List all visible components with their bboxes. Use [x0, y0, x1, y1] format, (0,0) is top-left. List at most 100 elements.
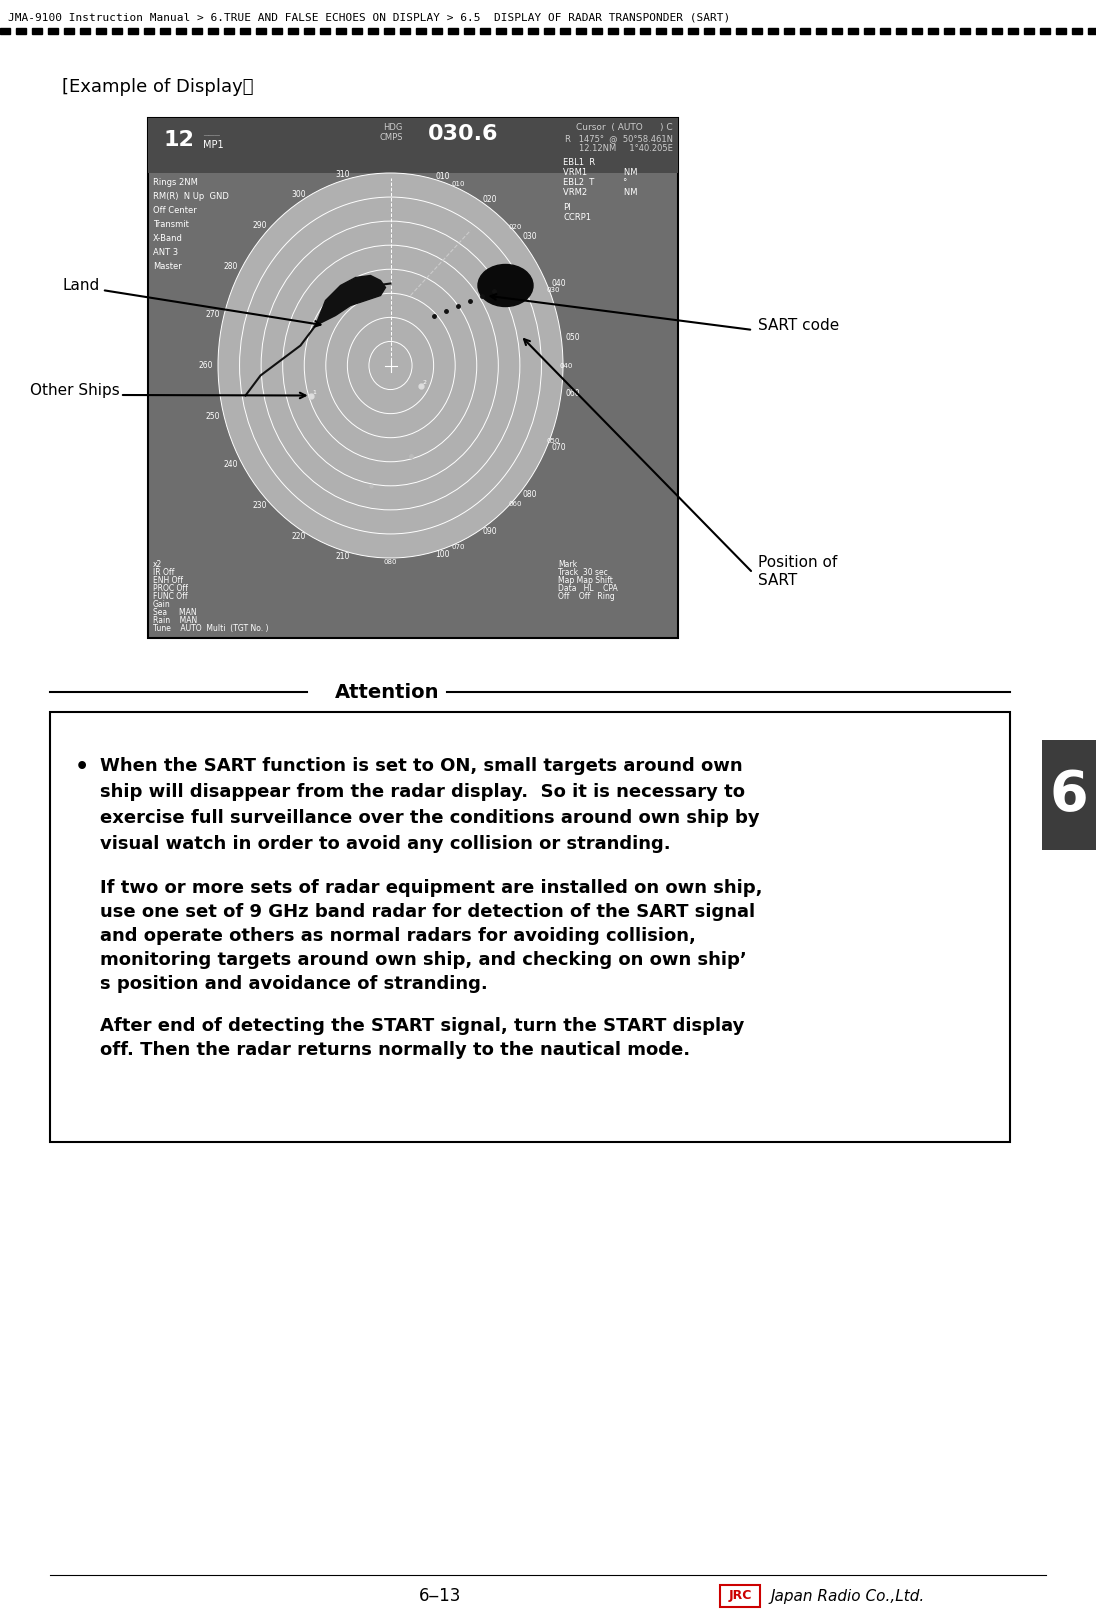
Bar [880, 28, 890, 34]
Text: When the SART function is set to ON, small targets around own: When the SART function is set to ON, sma… [100, 757, 743, 774]
Bar [576, 28, 586, 34]
Text: R   1475°  @  50°58.461N: R 1475° @ 50°58.461N [566, 134, 673, 143]
Bar [416, 28, 426, 34]
Bar [864, 28, 874, 34]
Bar [384, 28, 393, 34]
Text: off. Then the radar returns normally to the nautical mode.: off. Then the radar returns normally to … [100, 1042, 690, 1059]
Bar [144, 28, 155, 34]
Bar [928, 28, 938, 34]
Bar [784, 28, 794, 34]
Bar [1040, 28, 1050, 34]
Bar [48, 28, 58, 34]
Bar [400, 28, 410, 34]
Text: Other Ships: Other Ships [30, 382, 119, 397]
Text: 070: 070 [452, 544, 465, 549]
Text: 100: 100 [435, 551, 449, 559]
Bar [944, 28, 954, 34]
Text: Gain: Gain [153, 599, 171, 609]
Text: •: • [75, 757, 89, 778]
Bar [704, 28, 713, 34]
Text: PROC Off: PROC Off [153, 583, 187, 593]
Text: 010: 010 [452, 181, 465, 186]
Text: Data   HL    CPA: Data HL CPA [558, 583, 618, 593]
Bar [1024, 28, 1034, 34]
Bar [960, 28, 970, 34]
Bar [480, 28, 490, 34]
Bar [800, 28, 810, 34]
Text: CCRP1: CCRP1 [563, 212, 591, 222]
Bar [832, 28, 842, 34]
Bar [1008, 28, 1018, 34]
Bar [80, 28, 90, 34]
Bar [368, 28, 378, 34]
Bar [272, 28, 282, 34]
Bar [720, 1584, 760, 1607]
Text: 220: 220 [292, 531, 306, 541]
Text: Cursor  ( AUTO      ) C: Cursor ( AUTO ) C [576, 123, 673, 131]
Text: JRC: JRC [729, 1589, 752, 1602]
Text: 270: 270 [205, 309, 219, 319]
Text: monitoring targets around own ship, and checking on own ship’: monitoring targets around own ship, and … [100, 951, 746, 969]
Text: Off    Off   Ring: Off Off Ring [558, 591, 615, 601]
Bar [817, 28, 826, 34]
Bar [432, 28, 442, 34]
Text: After end of detecting the START signal, turn the START display: After end of detecting the START signal,… [100, 1017, 744, 1035]
Text: Rain    MAN: Rain MAN [153, 616, 197, 625]
Bar [352, 28, 362, 34]
Bar [256, 28, 266, 34]
Bar [657, 28, 666, 34]
Text: IR Off: IR Off [153, 569, 174, 577]
Text: RM(R)  N Up  GND: RM(R) N Up GND [153, 193, 229, 201]
Text: 050: 050 [566, 332, 581, 342]
Text: x2: x2 [153, 561, 162, 569]
Text: Position of: Position of [758, 556, 837, 570]
Bar [224, 28, 235, 34]
Ellipse shape [218, 173, 563, 557]
Text: JMA-9100 Instruction Manual > 6.TRUE AND FALSE ECHOES ON DISPLAY > 6.5  DISPLAY : JMA-9100 Instruction Manual > 6.TRUE AND… [8, 11, 730, 23]
Text: SART code: SART code [758, 318, 840, 332]
Text: 030: 030 [546, 287, 560, 293]
Bar [0, 28, 10, 34]
Bar [16, 28, 26, 34]
Text: Track  30 sec: Track 30 sec [558, 569, 608, 577]
Bar [672, 28, 682, 34]
Text: VRM2              NM: VRM2 NM [563, 188, 638, 198]
Text: Map Map Shift: Map Map Shift [558, 577, 613, 585]
Text: MP1: MP1 [203, 139, 224, 151]
Text: visual watch in order to avoid any collision or stranding.: visual watch in order to avoid any colli… [100, 834, 671, 854]
Text: 070: 070 [551, 442, 566, 452]
Text: If two or more sets of radar equipment are installed on own ship,: If two or more sets of radar equipment a… [100, 880, 763, 897]
Bar [192, 28, 202, 34]
Bar [688, 28, 698, 34]
Text: exercise full surveillance over the conditions around own ship by: exercise full surveillance over the cond… [100, 808, 760, 826]
Text: 290: 290 [253, 222, 267, 230]
Bar [128, 28, 138, 34]
Bar [32, 28, 42, 34]
Text: FUNC Off: FUNC Off [153, 591, 187, 601]
Text: s position and avoidance of stranding.: s position and avoidance of stranding. [100, 975, 488, 993]
Bar [544, 28, 553, 34]
Bar [640, 28, 650, 34]
Bar [560, 28, 570, 34]
Bar [160, 28, 170, 34]
Text: and operate others as normal radars for avoiding collision,: and operate others as normal radars for … [100, 927, 696, 944]
Text: X-Band: X-Band [153, 233, 183, 243]
Bar [336, 28, 346, 34]
Text: ship will disappear from the radar display.  So it is necessary to: ship will disappear from the radar displ… [100, 782, 745, 800]
Text: 080: 080 [384, 559, 397, 565]
Bar [304, 28, 313, 34]
Text: Master: Master [153, 262, 182, 271]
Text: HDG
CMPS: HDG CMPS [379, 123, 403, 143]
Text: 030.6: 030.6 [429, 125, 499, 144]
Bar [624, 28, 633, 34]
Bar [768, 28, 778, 34]
Bar [1057, 28, 1066, 34]
Text: use one set of 9 GHz band radar for detection of the SART signal: use one set of 9 GHz band radar for dete… [100, 902, 755, 922]
Text: 050: 050 [547, 437, 560, 444]
Text: 12.12NM     1°40.205E: 12.12NM 1°40.205E [579, 144, 673, 152]
Bar [737, 28, 746, 34]
Bar [240, 28, 250, 34]
Bar [608, 28, 618, 34]
Text: Japan Radio Co.,Ltd.: Japan Radio Co.,Ltd. [770, 1589, 924, 1604]
Text: 280: 280 [224, 262, 238, 271]
